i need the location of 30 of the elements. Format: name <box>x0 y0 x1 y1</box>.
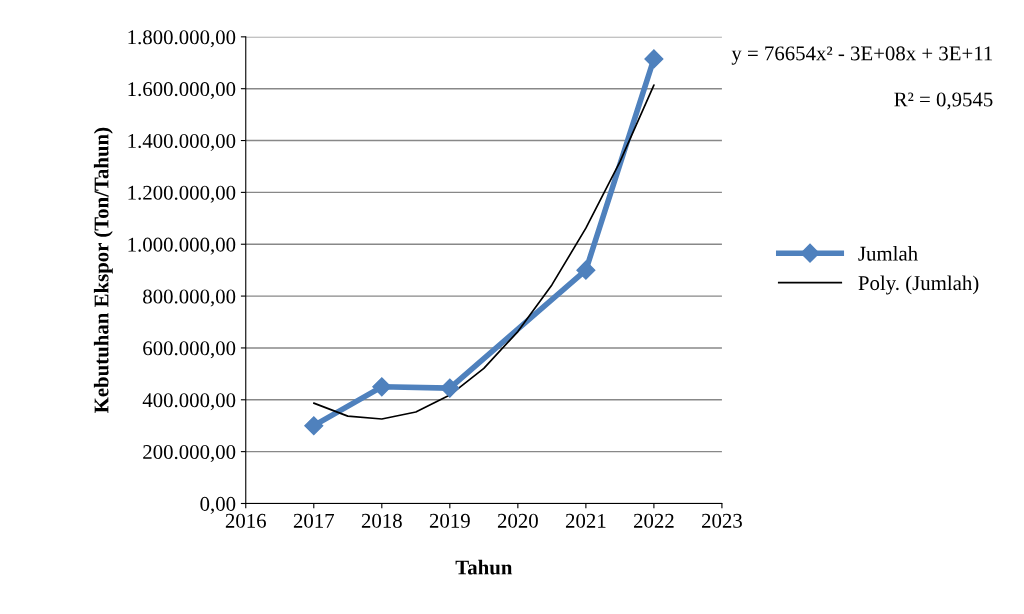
x-axis-title: Tahun <box>455 559 513 575</box>
y-tick-label: 800.000,00 <box>143 289 236 307</box>
point <box>440 378 460 398</box>
y-tick-label: 400.000,00 <box>142 393 236 411</box>
y-tick-label: 1.400.000,00 <box>128 133 236 151</box>
y-tick-label: 1.000.000,00 <box>128 237 236 255</box>
x-tick-label: 2019 <box>429 513 470 528</box>
point <box>576 260 596 280</box>
x-tick-label: 2018 <box>361 513 402 528</box>
point <box>644 49 664 69</box>
text: y = 76654x² - 3E+08x + 3E+11 <box>731 46 993 65</box>
text: R² = 0,9545 <box>894 92 993 110</box>
y-tick-label: 1.800.000,00 <box>128 30 236 48</box>
x-tick-label: 2016 <box>225 513 266 528</box>
y-tick-label: 1.200.000,00 <box>128 185 236 203</box>
point <box>372 377 392 397</box>
x-tick-label: 2021 <box>565 513 606 528</box>
line-series <box>312 84 655 420</box>
y-tick-label: 1.600.000,00 <box>128 82 236 100</box>
x-tick-label: 2017 <box>293 513 335 528</box>
legend-label: Poly. (Jumlah) <box>858 275 979 295</box>
y-axis-title: Kebutuhan Ekspor (Ton/Tahun) <box>93 127 113 414</box>
x-tick-label: 2022 <box>633 513 674 528</box>
y-tick-label: 200.000,00 <box>143 445 236 463</box>
point <box>304 416 324 436</box>
y-tick-label: 600.000,00 <box>143 341 236 359</box>
legend-label: Jumlah <box>858 246 918 261</box>
x-tick-label: 2023 <box>702 513 742 528</box>
x-tick-label: 2020 <box>497 513 538 528</box>
y-tick-label: 0,00 <box>200 496 236 514</box>
